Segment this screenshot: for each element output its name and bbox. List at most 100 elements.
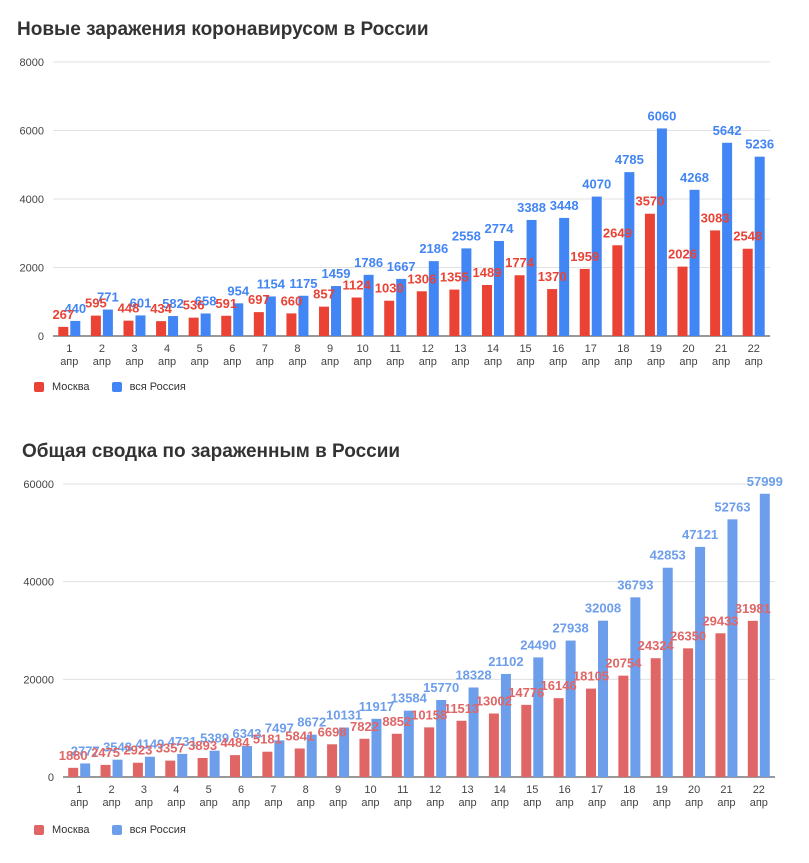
c1-bar-moscow xyxy=(710,230,721,336)
c2-label-moscow: 5181 xyxy=(253,732,282,747)
c1-label-russia: 440 xyxy=(64,301,86,316)
c1-label-moscow: 1355 xyxy=(440,270,469,285)
c1-x-tick-day: 17 xyxy=(585,343,597,355)
legend-item-moscow-total[interactable]: Москва xyxy=(34,824,90,836)
c1-bar-russia xyxy=(656,128,667,336)
c1-label-russia: 582 xyxy=(162,296,184,311)
c1-label-russia: 2186 xyxy=(419,241,448,256)
c2-label-moscow: 26350 xyxy=(670,628,706,643)
c2-x-tick-month: апр xyxy=(394,797,412,809)
c1-x-tick-day: 8 xyxy=(294,343,300,355)
c2-bar-russia xyxy=(80,763,91,777)
c2-bar-russia xyxy=(339,727,350,777)
c1-x-tick-month: апр xyxy=(158,356,176,368)
c1-x-tick-month: апр xyxy=(386,356,404,368)
c2-x-tick-day: 7 xyxy=(270,784,276,796)
c2-bar-russia xyxy=(112,759,123,777)
legend-label-russia-total: вся Россия xyxy=(129,824,186,836)
c2-label-moscow: 31981 xyxy=(735,601,771,616)
c1-bar-moscow xyxy=(742,248,753,336)
c1-y-tick-label: 8000 xyxy=(20,57,44,69)
c1-x-tick-day: 6 xyxy=(229,343,235,355)
c2-label-russia: 13584 xyxy=(391,691,428,706)
c1-bar-russia xyxy=(493,240,504,336)
c2-bar-moscow xyxy=(165,760,176,777)
legend-item-moscow[interactable]: Москва xyxy=(34,381,90,393)
legend-swatch-moscow-total xyxy=(34,825,44,835)
c2-bar-moscow xyxy=(488,713,499,777)
c2-x-tick-month: апр xyxy=(70,797,88,809)
c2-label-russia: 7497 xyxy=(265,720,294,735)
c1-bar-moscow xyxy=(253,312,264,336)
c2-label-moscow: 11513 xyxy=(444,701,479,716)
c1-x-tick-month: апр xyxy=(484,356,502,368)
c1-x-tick-month: апр xyxy=(191,356,209,368)
c2-bar-russia xyxy=(695,546,706,777)
chart-title-total-infections: Общая сводка по зараженным в России xyxy=(22,441,401,462)
c2-label-russia: 15770 xyxy=(423,680,459,695)
c1-x-tick-month: апр xyxy=(354,356,372,368)
c1-bar-moscow xyxy=(90,315,101,336)
c2-label-russia: 18328 xyxy=(455,667,491,682)
c1-label-russia: 3388 xyxy=(517,200,546,215)
c1-label-russia: 954 xyxy=(227,283,249,298)
c1-x-tick-day: 1 xyxy=(66,343,72,355)
c2-bar-russia xyxy=(662,567,673,777)
c2-x-tick-day: 18 xyxy=(623,784,635,796)
c1-bar-russia xyxy=(363,274,374,336)
c2-bar-russia xyxy=(759,493,770,777)
c2-x-tick-day: 1 xyxy=(76,784,82,796)
c1-x-tick-day: 21 xyxy=(715,343,727,355)
c1-x-tick-month: апр xyxy=(745,356,763,368)
c1-label-moscow: 2548 xyxy=(733,229,762,244)
c1-bar-moscow xyxy=(677,266,688,336)
c1-label-russia: 4070 xyxy=(582,177,611,192)
c1-bar-russia xyxy=(168,316,179,336)
c2-x-tick-day: 16 xyxy=(559,784,571,796)
c2-bar-moscow xyxy=(327,744,338,777)
c1-bar-russia xyxy=(331,286,342,336)
c1-x-tick-month: апр xyxy=(712,356,730,368)
c2-label-moscow: 13002 xyxy=(476,694,512,709)
new-infections-chart: 020004000600080004402671апр7715952апр601… xyxy=(20,57,775,368)
c1-x-tick-day: 11 xyxy=(389,343,400,355)
c1-x-tick-month: апр xyxy=(256,356,274,368)
c2-x-tick-day: 17 xyxy=(591,784,603,796)
c1-x-tick-day: 10 xyxy=(356,343,368,355)
c1-x-tick-month: апр xyxy=(582,356,600,368)
c1-label-moscow: 591 xyxy=(215,296,237,311)
c2-x-tick-day: 2 xyxy=(108,784,114,796)
c2-label-moscow: 3893 xyxy=(188,738,217,753)
c2-label-russia: 47121 xyxy=(682,527,718,542)
c2-x-tick-day: 13 xyxy=(461,784,473,796)
c1-bar-russia xyxy=(265,296,276,336)
c1-bar-moscow xyxy=(58,326,69,336)
c2-bar-russia xyxy=(274,740,285,777)
c1-label-russia: 6060 xyxy=(647,108,676,123)
c2-bar-moscow xyxy=(294,748,305,777)
c1-bar-russia xyxy=(298,295,309,336)
c1-y-tick-label: 0 xyxy=(38,331,44,343)
c2-y-tick-label: 20000 xyxy=(23,674,54,686)
c1-label-russia: 771 xyxy=(97,290,119,305)
c2-x-tick-month: апр xyxy=(491,797,509,809)
c1-label-moscow: 1489 xyxy=(473,265,502,280)
c2-label-moscow: 8852 xyxy=(382,714,411,729)
c1-x-tick-month: апр xyxy=(549,356,567,368)
c1-label-russia: 2774 xyxy=(485,221,515,236)
c1-bar-moscow xyxy=(547,289,558,336)
c2-label-russia: 52763 xyxy=(714,499,750,514)
legend-label-moscow-total: Москва xyxy=(52,824,90,836)
c1-label-moscow: 595 xyxy=(85,296,107,311)
c2-label-russia: 24490 xyxy=(520,637,556,652)
c1-bar-moscow xyxy=(449,289,460,336)
c2-label-russia: 2777 xyxy=(71,743,100,758)
c2-bar-moscow xyxy=(650,658,661,777)
legend-item-russia[interactable]: вся Россия xyxy=(111,381,186,393)
c1-x-tick-day: 14 xyxy=(487,343,499,355)
c2-x-tick-day: 19 xyxy=(656,784,668,796)
c2-label-russia: 8672 xyxy=(297,715,326,730)
legend-item-russia-total[interactable]: вся Россия xyxy=(111,824,186,836)
c1-x-tick-month: апр xyxy=(451,356,469,368)
c1-bar-russia xyxy=(135,315,146,336)
